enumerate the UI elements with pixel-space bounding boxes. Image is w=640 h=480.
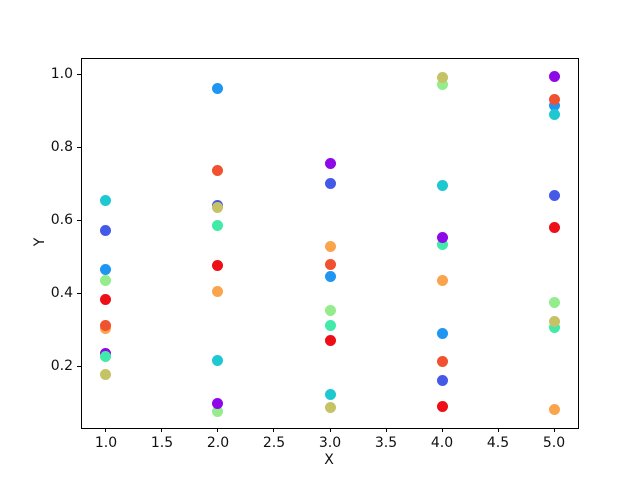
- scatter-point: [212, 406, 224, 418]
- scatter-point: [212, 397, 224, 409]
- scatter-point: [100, 195, 112, 207]
- x-tick-mark: [553, 428, 555, 432]
- scatter-point: [324, 388, 336, 400]
- scatter-point: [436, 180, 448, 192]
- scatter-point: [100, 225, 112, 237]
- scatter-point: [324, 158, 336, 170]
- scatter-point: [548, 316, 560, 328]
- scatter-point: [436, 375, 448, 387]
- scatter-point: [436, 231, 448, 243]
- scatter-point: [548, 222, 560, 234]
- scatter-point: [324, 270, 336, 282]
- scatter-point: [324, 334, 336, 346]
- scatter-point: [100, 368, 112, 380]
- scatter-point: [100, 350, 112, 362]
- scatter-point: [436, 401, 448, 413]
- x-tick-label: 1.0: [94, 435, 118, 451]
- scatter-point: [436, 238, 448, 250]
- x-tick-label: 2.0: [206, 435, 230, 451]
- scatter-point: [436, 72, 448, 84]
- scatter-point: [548, 296, 560, 308]
- scatter-point: [212, 286, 224, 298]
- scatter-point: [548, 93, 560, 105]
- scatter-point: [324, 319, 336, 331]
- x-tick-mark: [273, 428, 275, 432]
- y-tick-label: 0.6: [50, 212, 73, 229]
- scatter-point: [100, 293, 112, 305]
- x-tick-mark: [105, 428, 107, 432]
- scatter-point: [100, 275, 112, 287]
- x-tick-mark: [217, 428, 219, 432]
- scatter-point: [324, 178, 336, 190]
- scatter-point: [436, 275, 448, 287]
- scatter-point: [436, 78, 448, 90]
- scatter-point: [212, 83, 224, 95]
- x-tick-label: 4.5: [486, 435, 510, 451]
- scatter-point: [548, 99, 560, 111]
- plot-area: 1.0 1.5 2.0 2.5 3.0 3.5 4.0 4.5 5.0 0.2 0.4 0.6 0.8 1…: [51, 58, 579, 451]
- x-axis-label: X: [324, 452, 334, 468]
- scatter-point: [212, 260, 224, 272]
- x-tick-mark: [385, 428, 387, 432]
- scatter-point: [100, 263, 112, 275]
- scatter-point: [212, 355, 224, 367]
- scatter-point: [548, 71, 560, 83]
- y-tick-label: 0.8: [50, 139, 73, 156]
- scatter-point: [324, 258, 336, 270]
- scatter-point: [212, 164, 224, 176]
- x-tick-mark: [161, 428, 163, 432]
- x-tick-label: 3.5: [374, 435, 398, 451]
- y-tick-mark: [77, 73, 81, 75]
- scatter-point: [436, 327, 448, 339]
- scatter-point: [548, 108, 560, 120]
- y-tick-mark: [77, 365, 81, 367]
- scatter-point: [324, 241, 336, 253]
- x-tick-mark: [329, 428, 331, 432]
- y-tick-label: 0.2: [50, 358, 73, 375]
- scatter-point: [548, 190, 560, 201]
- y-tick-mark: [77, 146, 81, 148]
- x-tick-label: 1.5: [150, 435, 174, 451]
- scatter-point: [212, 219, 224, 231]
- y-tick-mark: [77, 292, 81, 294]
- scatter-point: [212, 201, 224, 213]
- y-tick-mark: [77, 219, 81, 221]
- x-tick-label: 5.0: [542, 435, 566, 451]
- x-tick-label: 4.0: [430, 435, 454, 451]
- scatter-point: [324, 304, 336, 316]
- y-axis-label: Y: [32, 237, 48, 247]
- y-tick-label: 1.0: [50, 66, 73, 83]
- scatter-point: [548, 403, 560, 415]
- y-tick-label: 0.4: [50, 285, 73, 302]
- scatter-point: [324, 402, 336, 414]
- scatter-point: [436, 356, 448, 368]
- x-tick-mark: [441, 428, 443, 432]
- scatter-point: [548, 322, 560, 334]
- x-tick-mark: [497, 428, 499, 432]
- scatter-point: [100, 319, 112, 331]
- x-tick-label: 2.5: [262, 435, 286, 451]
- x-tick-label: 3.0: [318, 435, 342, 451]
